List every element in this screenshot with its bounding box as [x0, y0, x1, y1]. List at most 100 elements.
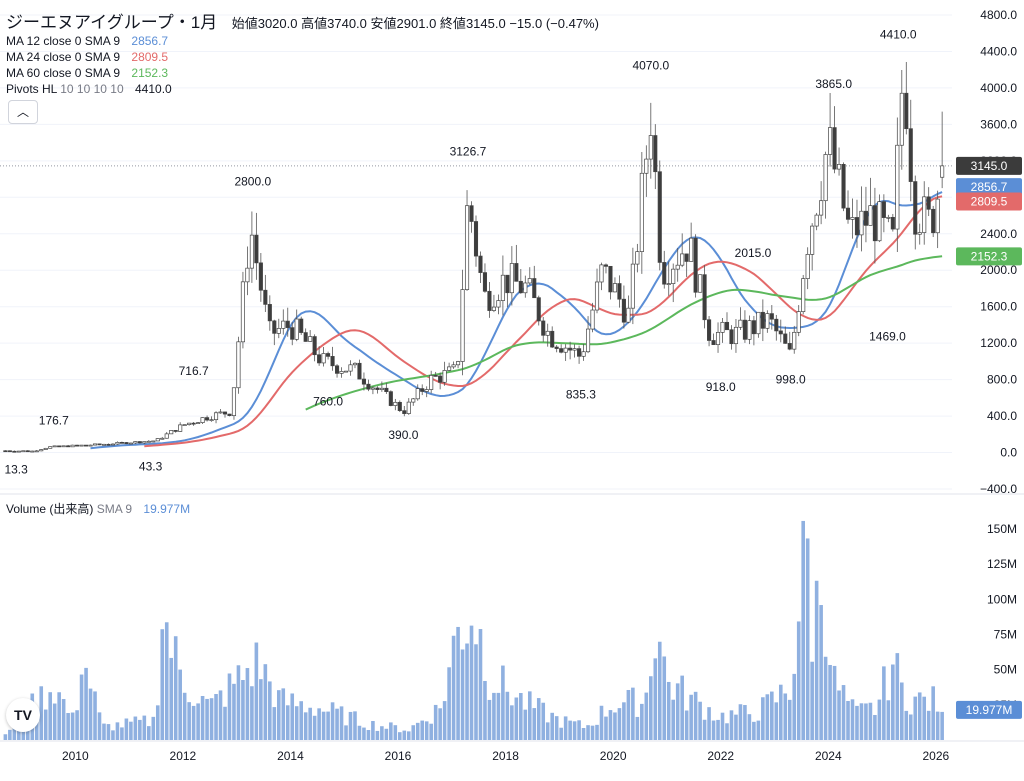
- candle-up: [34, 450, 39, 453]
- candle-down: [469, 205, 474, 222]
- candle-down: [97, 443, 102, 446]
- volume-bar: [66, 713, 70, 740]
- volume-bar: [39, 686, 44, 740]
- legend-pivots-params: 10 10 10 10: [60, 82, 124, 96]
- candle-up: [527, 278, 532, 284]
- legend-pivots[interactable]: Pivots HL 10 10 10 10 4410.0: [6, 81, 172, 97]
- price-tick-label: 2000.0: [980, 263, 1017, 277]
- volume-bar: [882, 666, 886, 740]
- candle-up: [671, 268, 676, 284]
- volume-axis[interactable]: 25M50M75M100M125M150M: [987, 522, 1017, 712]
- volume-bar: [236, 665, 241, 740]
- price-grid: [0, 14, 952, 490]
- volume-bar: [205, 698, 209, 740]
- volume-bar: [635, 716, 640, 740]
- volume-bar: [823, 656, 828, 740]
- candle-up: [756, 311, 761, 335]
- candle-down: [541, 320, 546, 336]
- volume-bar: [451, 635, 456, 740]
- volume-bar: [837, 690, 841, 740]
- symbol-title[interactable]: ジーエヌアイグループ・1月: [6, 13, 218, 32]
- volume-bar: [164, 622, 169, 740]
- volume-bar: [778, 684, 783, 740]
- volume-bar: [828, 664, 832, 740]
- volume-bar: [326, 711, 330, 740]
- candle-up: [343, 370, 349, 373]
- candle-up: [128, 442, 133, 445]
- candle-up: [79, 444, 84, 447]
- candle-up: [61, 445, 66, 448]
- candle-down: [361, 378, 366, 385]
- volume-bar: [693, 691, 698, 740]
- volume-bar: [599, 705, 604, 740]
- volume-bar: [666, 681, 671, 740]
- volume-bar: [770, 691, 774, 740]
- volume-bar: [102, 723, 106, 740]
- candle-up: [231, 387, 237, 416]
- candle-up: [424, 389, 429, 392]
- candle-down: [707, 319, 712, 341]
- candle-up: [630, 263, 635, 309]
- ma24-badge: 2809.5: [971, 194, 1008, 208]
- time-axis[interactable]: 2010 2012 2014 2016 2018 2020 2022 2024 2026: [0, 740, 1024, 763]
- volume-bar: [330, 702, 335, 740]
- candle-down: [482, 272, 488, 292]
- volume-bar: [268, 681, 272, 740]
- volume-bar: [519, 693, 523, 740]
- volume-bar: [308, 707, 312, 740]
- volume-bar: [191, 705, 196, 740]
- volume-bar: [245, 668, 250, 740]
- legend-ma60[interactable]: MA 60 close 0 SMA 9 2152.3: [6, 65, 168, 81]
- candle-down: [254, 234, 259, 264]
- volume-bar: [725, 723, 729, 740]
- volume-bar: [353, 711, 357, 740]
- candle-up: [563, 347, 568, 353]
- candle-up: [160, 437, 165, 440]
- volume-bar: [873, 714, 877, 740]
- volume-bar: [371, 721, 375, 740]
- tradingview-logo-icon[interactable]: TV: [6, 698, 40, 732]
- volume-bar: [554, 716, 559, 740]
- legend-volume[interactable]: Volume (出来高) SMA 9 19.977M: [6, 501, 190, 517]
- candle-down: [119, 441, 124, 444]
- pivot-label-high: 716.7: [179, 364, 209, 378]
- candle-down: [366, 383, 371, 390]
- candle-down: [57, 445, 62, 448]
- candle-down: [657, 171, 662, 263]
- candle-up: [698, 274, 703, 293]
- legend-volume-label: Volume (出来高): [6, 502, 94, 516]
- volume-bar: [406, 731, 411, 740]
- volume-bar: [563, 716, 568, 740]
- collapse-legend-button[interactable]: ︿: [8, 100, 38, 124]
- volume-bar: [79, 674, 84, 740]
- legend-volume-value: 19.977M: [143, 502, 191, 516]
- legend-pivots-label: Pivots HL: [6, 82, 57, 96]
- candle-down: [263, 289, 268, 305]
- candle-down: [621, 298, 626, 323]
- candle-up: [523, 282, 528, 294]
- time-tick-label: 2012: [170, 749, 197, 763]
- volume-bar: [922, 696, 927, 740]
- candle-down: [402, 410, 407, 414]
- pivot-labels: 13.3 176.7 43.3 716.7 2800.0 760.0 390.0 3126.7…: [4, 28, 916, 477]
- volume-bar: [613, 712, 617, 740]
- volume-bar: [52, 703, 57, 740]
- legend-ma24[interactable]: MA 24 close 0 SMA 9 2809.5: [6, 49, 168, 65]
- volume-bar: [805, 538, 810, 740]
- volume-bar: [671, 699, 676, 740]
- candle-up: [456, 361, 461, 366]
- volume-bar: [649, 676, 653, 740]
- volume-bar: [752, 721, 756, 740]
- volume-bar: [514, 697, 519, 740]
- close-value: 3145.0: [465, 16, 506, 31]
- volume-bar: [895, 653, 900, 740]
- volume-bar: [917, 692, 922, 740]
- legend-ma12[interactable]: MA 12 close 0 SMA 9 2856.7: [6, 33, 168, 49]
- candle-down: [617, 283, 622, 300]
- volume-bar: [572, 721, 577, 740]
- price-tick-label: 4800.0: [980, 8, 1017, 22]
- volume-bar: [357, 725, 362, 740]
- candle-down: [487, 290, 492, 311]
- candle-down: [303, 332, 308, 342]
